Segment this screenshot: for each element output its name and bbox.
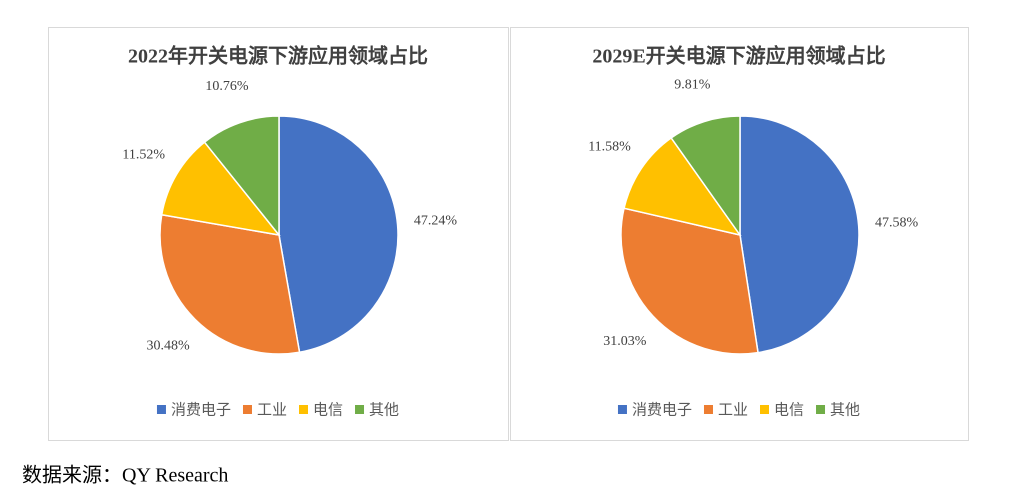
chart-title: 2022年开关电源下游应用领域占比 — [128, 44, 428, 68]
legend-swatch — [760, 405, 769, 414]
pie-slice — [160, 141, 281, 237]
legend-swatch — [703, 405, 713, 414]
legend-label: 工业 — [718, 401, 748, 419]
pie-slice — [159, 213, 301, 355]
data-label: 10.76% — [205, 79, 249, 94]
data-label: 47.24% — [414, 214, 458, 229]
source: 数据来源：QY Research — [22, 464, 228, 487]
legend-swatch — [355, 405, 365, 414]
pie-slice — [670, 115, 741, 238]
data-label: 47.58% — [875, 215, 919, 230]
legend-label: 工业 — [257, 401, 287, 419]
data-label: 11.52% — [122, 147, 165, 162]
legend-label: 消费电子 — [632, 401, 692, 419]
data-label: 31.03% — [603, 334, 647, 349]
legend-label: 其他 — [369, 401, 399, 419]
legend-label: 电信 — [313, 401, 343, 419]
legend-swatch — [299, 405, 308, 414]
pie-slice — [620, 207, 759, 355]
pie-slice — [203, 115, 280, 238]
legend-swatch — [816, 405, 826, 414]
data-label: 30.48% — [146, 338, 190, 353]
legend-label: 其他 — [830, 401, 860, 419]
pie-slice — [623, 136, 742, 237]
legend-label: 消费电子 — [171, 401, 231, 419]
pie-slice — [278, 115, 399, 354]
legend-swatch — [242, 405, 252, 414]
chart-title: 2029E开关电源下游应用领域占比 — [592, 44, 885, 68]
legend-swatch — [156, 405, 166, 414]
data-label: 11.58% — [588, 140, 631, 155]
pie-slice — [739, 115, 860, 354]
legend-label: 电信 — [774, 401, 804, 419]
legend-swatch — [617, 405, 627, 414]
data-label: 9.81% — [674, 78, 711, 93]
